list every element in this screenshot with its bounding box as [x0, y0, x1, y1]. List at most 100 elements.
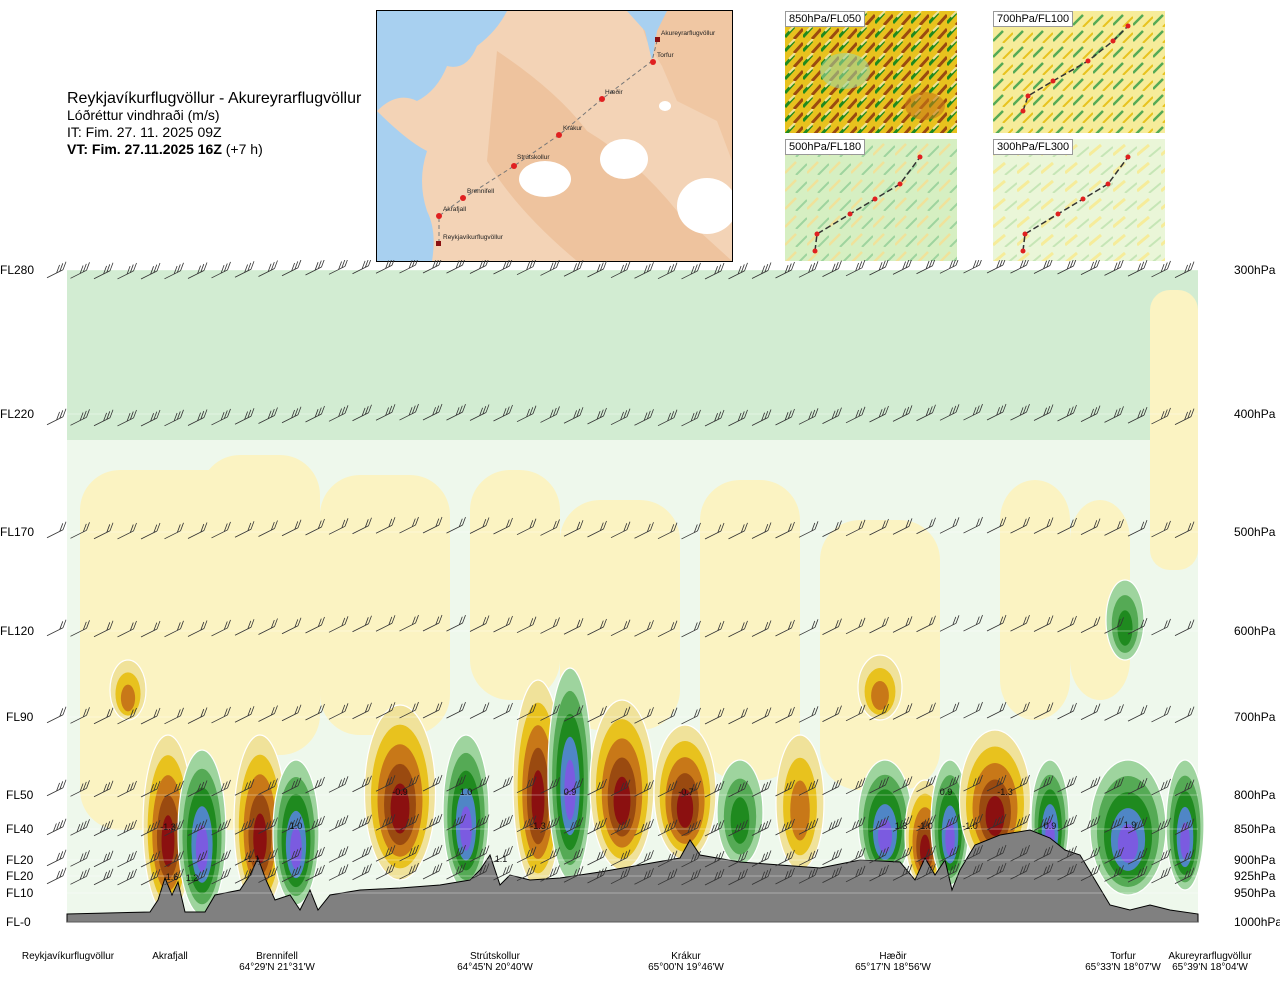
barb-staff: [305, 526, 322, 536]
barb-staff: [211, 416, 228, 426]
cream-patch: [560, 500, 680, 730]
wind-barb: [939, 775, 960, 792]
barb-feather: [153, 622, 158, 631]
barb-feather: [556, 816, 560, 825]
barb-feather: [552, 848, 557, 858]
barb-staff: [187, 827, 205, 836]
barb-staff: [258, 856, 275, 865]
wind-barb: [93, 819, 114, 837]
barb-feather: [1002, 403, 1007, 413]
barb-feather: [411, 815, 416, 824]
value-label: 1.3: [895, 821, 908, 831]
barb-feather: [1120, 847, 1124, 856]
wind-barb: [258, 520, 278, 537]
barb-staff: [845, 267, 863, 277]
barb-feather: [979, 403, 983, 413]
barb-feather: [499, 819, 504, 828]
barb-staff: [140, 715, 158, 725]
barb-feather: [717, 264, 722, 273]
barb-feather: [523, 820, 527, 829]
barb-feather: [549, 819, 554, 828]
barb-feather: [1022, 703, 1027, 712]
wind-barb: [46, 706, 67, 724]
barb-staff: [422, 821, 440, 831]
barb-staff: [939, 264, 957, 274]
wind-barb: [869, 815, 889, 833]
barb-staff: [164, 715, 181, 725]
convective-cell: [1180, 822, 1190, 860]
barb-feather: [861, 519, 866, 528]
barb-feather: [1163, 409, 1168, 418]
barb-feather: [697, 409, 701, 419]
mini-map-300-graphic: [993, 139, 1165, 261]
barb-feather: [411, 864, 416, 873]
barb-feather: [955, 702, 960, 711]
barb-feather: [1113, 868, 1118, 877]
barb-staff: [375, 411, 393, 421]
barb-feather: [415, 701, 419, 711]
barb-feather: [106, 870, 111, 879]
barb-feather: [133, 868, 137, 878]
barb-feather: [791, 867, 795, 877]
wind-barb: [140, 522, 161, 540]
barb-staff: [563, 712, 581, 722]
barb-feather: [247, 409, 252, 419]
barb-feather: [852, 821, 856, 830]
wind-barb: [305, 864, 325, 882]
barb-feather: [834, 262, 839, 271]
barb-staff: [1127, 855, 1145, 865]
barb-feather: [993, 818, 997, 827]
barb-staff: [963, 622, 980, 632]
barb-feather: [361, 778, 366, 788]
barb-feather: [411, 703, 416, 712]
barb-feather: [317, 778, 322, 787]
barb-feather: [297, 260, 302, 268]
barb-feather: [1143, 618, 1148, 627]
barb-staff: [1057, 710, 1074, 720]
barb-feather: [808, 852, 812, 861]
barb-staff: [634, 826, 651, 836]
barb-staff: [892, 853, 910, 863]
barb-feather: [391, 814, 396, 823]
barb-feather: [62, 706, 67, 715]
cream-patch: [1150, 290, 1198, 570]
barb-feather: [344, 518, 349, 527]
wind-barb: [352, 702, 372, 720]
barb-feather: [1093, 848, 1098, 857]
wind-barb: [352, 845, 372, 863]
barb-feather: [1046, 405, 1051, 415]
wind-barb: [563, 520, 584, 537]
barb-feather: [180, 707, 184, 716]
barb-feather: [556, 519, 560, 528]
barb-staff: [70, 857, 87, 867]
barb-feather: [1022, 864, 1027, 873]
barb-feather: [176, 782, 181, 791]
barb-feather: [344, 260, 348, 267]
barb-feather: [59, 263, 64, 272]
barb-staff: [798, 626, 816, 636]
barb-feather: [1090, 261, 1094, 270]
barb-staff: [305, 413, 322, 423]
barb-feather: [885, 260, 889, 268]
barb-staff: [1151, 825, 1168, 835]
barb-feather: [979, 516, 983, 526]
wind-barb: [305, 260, 325, 276]
wind-barb: [399, 701, 419, 719]
barb-feather: [996, 778, 1000, 787]
barb-feather: [385, 866, 389, 875]
barb-feather: [364, 865, 369, 874]
barb-feather: [1019, 407, 1024, 416]
barb-staff: [681, 715, 698, 725]
barb-feather: [220, 411, 225, 421]
barb-feather: [767, 262, 772, 271]
barb-feather: [338, 849, 342, 858]
barb-staff: [211, 857, 228, 867]
barb-staff: [916, 265, 933, 275]
barb-staff: [822, 626, 839, 635]
barb-staff: [493, 265, 510, 275]
barb-staff: [657, 876, 675, 886]
barb-feather: [667, 265, 671, 275]
wind-barb: [892, 616, 913, 633]
barb-staff: [93, 530, 111, 540]
wind-barb: [986, 516, 1007, 534]
